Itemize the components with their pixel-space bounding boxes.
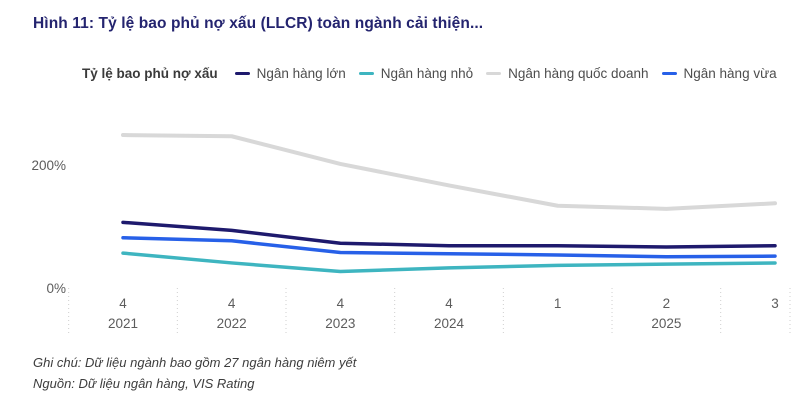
note-text: Ghi chú: Dữ liệu ngành bao gồm 27 ngân h… bbox=[33, 355, 357, 370]
legend-swatch-icon bbox=[661, 71, 677, 75]
series-line-1 bbox=[121, 220, 777, 249]
x-axis-quarter-label: 2 bbox=[662, 296, 671, 311]
legend-item-label: Ngân hàng vừa bbox=[683, 65, 777, 81]
legend-item-label: Ngân hàng quốc doanh bbox=[508, 65, 649, 81]
legend-item-1: Ngân hàng lớn bbox=[234, 65, 346, 81]
x-axis-quarter-label: 3 bbox=[771, 296, 779, 311]
x-axis-year-label: 2022 bbox=[216, 316, 247, 331]
x-axis-quarter-label: 4 bbox=[445, 296, 453, 311]
legend-item-3: Ngân hàng quốc doanh bbox=[486, 65, 649, 81]
source-text: Nguồn: Dữ liệu ngân hàng, VIS Rating bbox=[33, 375, 255, 391]
series-line-2 bbox=[121, 251, 777, 274]
x-axis-quarter-label: 4 bbox=[336, 296, 345, 311]
x-axis-year-label: 2021 bbox=[107, 316, 139, 331]
legend-item-label: Ngân hàng lớn bbox=[256, 65, 346, 81]
x-axis-quarter-label: 4 bbox=[227, 296, 236, 311]
legend-item-2: Ngân hàng nhỏ bbox=[358, 65, 474, 81]
x-axis-quarter-label: 1 bbox=[553, 296, 562, 311]
legend-title: Tỷ lệ bao phủ nợ xấu bbox=[82, 65, 218, 81]
legend-item-label: Ngân hàng nhỏ bbox=[380, 65, 474, 81]
x-axis-year-label: 2024 bbox=[433, 316, 465, 331]
legend-item-4: Ngân hàng vừa bbox=[661, 65, 777, 81]
x-axis-year-label: 2023 bbox=[325, 316, 356, 331]
legend-swatch-icon bbox=[358, 71, 374, 75]
footnotes: Ghi chú: Dữ liệu ngành bao gồm 27 ngân h… bbox=[33, 353, 356, 394]
legend-swatch-icon bbox=[234, 71, 250, 75]
series-line-3 bbox=[121, 133, 778, 211]
y-axis-label: 0% bbox=[46, 281, 66, 296]
y-axis-label: 200% bbox=[31, 158, 66, 173]
legend-swatch-icon bbox=[486, 71, 502, 75]
x-axis-year-label: 2025 bbox=[651, 316, 682, 331]
x-axis-quarter-label: 4 bbox=[119, 296, 127, 311]
legend-items: Ngân hàng lớn Ngân hàng nhỏ Ngân hàng quốc… bbox=[234, 65, 777, 81]
series-line-4 bbox=[121, 235, 777, 259]
chart-legend: Tỷ lệ bao phủ nợ xấu Ngân hàng lớn Ngân h… bbox=[82, 64, 777, 82]
figure-title: Hình 11: Tỷ lệ bao phủ nợ xấu (LLCR) toà… bbox=[33, 15, 484, 32]
